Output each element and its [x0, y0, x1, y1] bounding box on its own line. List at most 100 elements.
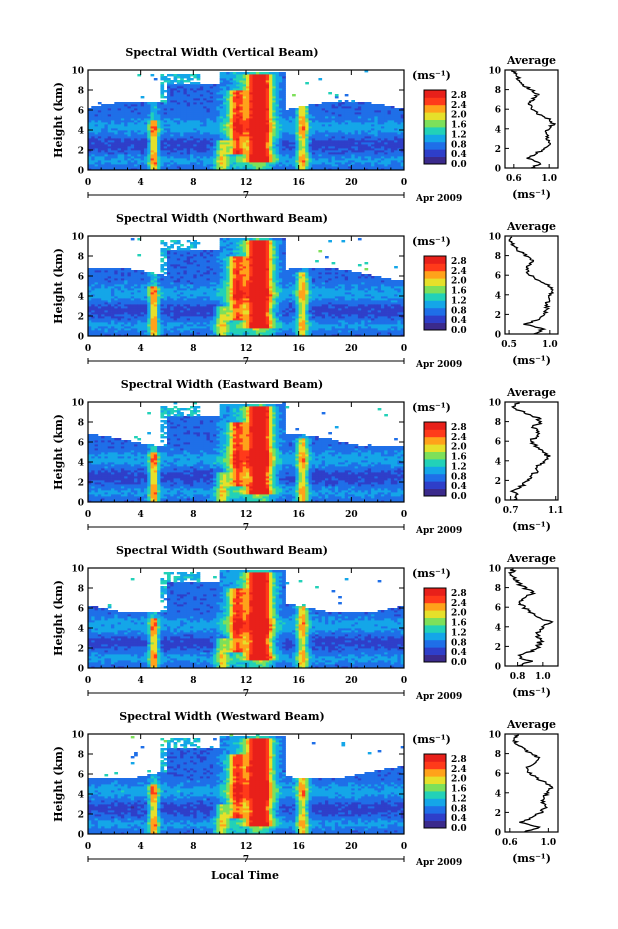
- heatmap-cell: [153, 132, 158, 135]
- heatmap-cell: [120, 320, 125, 323]
- heatmap-cell: [265, 120, 270, 123]
- heatmap-cell: [127, 120, 132, 123]
- heatmap-cell: [153, 106, 158, 109]
- heatmap-cell: [226, 116, 230, 119]
- heatmap-cell: [107, 280, 112, 283]
- heatmap-cell: [374, 148, 379, 151]
- heatmap-cell: [226, 144, 230, 147]
- heatmap-cell: [239, 164, 244, 167]
- heatmap-cell: [292, 156, 296, 159]
- heatmap-cell: [107, 290, 112, 293]
- heatmap-cell: [143, 150, 148, 153]
- heatmap-cell: [236, 136, 240, 139]
- heatmap-cell: [252, 124, 257, 127]
- heatmap-cell: [130, 324, 135, 327]
- heatmap-cell: [325, 166, 329, 169]
- heatmap-cell: [255, 78, 260, 81]
- heatmap-cell: [180, 154, 184, 157]
- heatmap-cell: [101, 332, 105, 335]
- heatmap-cell: [140, 300, 145, 303]
- heatmap-cell: [183, 102, 188, 105]
- colorbar-tick-label: 0.4: [451, 150, 467, 160]
- heatmap-cell: [173, 80, 178, 83]
- heatmap-cell: [232, 90, 237, 93]
- heatmap-cell: [140, 96, 145, 99]
- heatmap-cell: [193, 166, 198, 169]
- heatmap-cell: [282, 78, 286, 81]
- heatmap-cell: [232, 112, 237, 115]
- heatmap-cell: [246, 116, 250, 119]
- heatmap-cell: [160, 84, 165, 87]
- heatmap-cell: [272, 98, 277, 101]
- heatmap-cell: [140, 106, 145, 109]
- heatmap-cell: [101, 278, 105, 281]
- heatmap-cell: [176, 294, 181, 297]
- heatmap-cell: [246, 132, 250, 135]
- heatmap-cell: [117, 118, 122, 121]
- heatmap-cell: [153, 326, 158, 329]
- heatmap-cell: [134, 290, 138, 293]
- heatmap-cell: [107, 310, 112, 313]
- heatmap-cell: [255, 146, 260, 149]
- heatmap-cell: [150, 308, 155, 311]
- heatmap-cell: [180, 132, 184, 135]
- heatmap-cell: [390, 138, 395, 141]
- heatmap-cell: [147, 292, 151, 295]
- heatmap-cell: [153, 288, 158, 291]
- heatmap-cell: [140, 282, 145, 285]
- heatmap-cell: [367, 162, 372, 165]
- heatmap-cell: [111, 280, 115, 283]
- heatmap-cell: [272, 158, 277, 161]
- heatmap-cell: [157, 126, 161, 129]
- heatmap-cell: [367, 168, 372, 171]
- heatmap-cell: [143, 278, 148, 281]
- heatmap-cell: [367, 140, 372, 143]
- heatmap-cell: [117, 158, 122, 161]
- heatmap-cell: [127, 282, 132, 285]
- heatmap-cell: [357, 102, 362, 105]
- heatmap-cell: [252, 86, 257, 89]
- heatmap-cell: [255, 160, 260, 163]
- heatmap-cell: [157, 298, 161, 301]
- heatmap-cell: [140, 104, 145, 107]
- heatmap-cell: [219, 154, 224, 157]
- heatmap-cell: [262, 136, 267, 139]
- heatmap-cell: [186, 298, 191, 301]
- heatmap-cell: [167, 308, 171, 311]
- heatmap-cell: [91, 280, 95, 283]
- heatmap-cell: [114, 106, 119, 109]
- heatmap-cell: [150, 304, 155, 307]
- heatmap-cell: [226, 124, 230, 127]
- heatmap-cell: [157, 150, 161, 153]
- heatmap-cell: [255, 154, 260, 157]
- heatmap-cell: [160, 240, 165, 243]
- heatmap-cell: [255, 74, 260, 77]
- heatmap-cell: [331, 116, 336, 119]
- heatmap-cell: [380, 146, 385, 149]
- heatmap-cell: [236, 134, 240, 137]
- heatmap-cell: [173, 156, 178, 159]
- heatmap-cell: [272, 116, 277, 119]
- heatmap-cell: [374, 146, 379, 149]
- colorbar-segment: [424, 114, 446, 117]
- colorbar-tick-label: 1.6: [451, 121, 467, 131]
- heatmap-cell: [249, 130, 253, 133]
- heatmap-cell: [226, 150, 230, 153]
- heatmap-cell: [377, 114, 382, 117]
- heatmap-cell: [246, 168, 250, 171]
- heatmap-cell: [88, 136, 92, 139]
- heatmap-cell: [357, 134, 362, 137]
- heatmap-cell: [143, 168, 148, 171]
- heatmap-cell: [193, 88, 198, 91]
- heatmap-cell: [249, 80, 253, 83]
- heatmap-cell: [101, 134, 105, 137]
- heatmap-cell: [315, 134, 319, 137]
- heatmap-cell: [190, 82, 194, 85]
- heatmap-cell: [222, 132, 227, 135]
- heatmap-cell: [97, 272, 102, 275]
- heatmap-cell: [239, 92, 244, 95]
- heatmap-cell: [111, 162, 115, 165]
- heatmap-cell: [331, 150, 336, 153]
- heatmap-cell: [288, 156, 293, 159]
- heatmap-cell: [124, 282, 128, 285]
